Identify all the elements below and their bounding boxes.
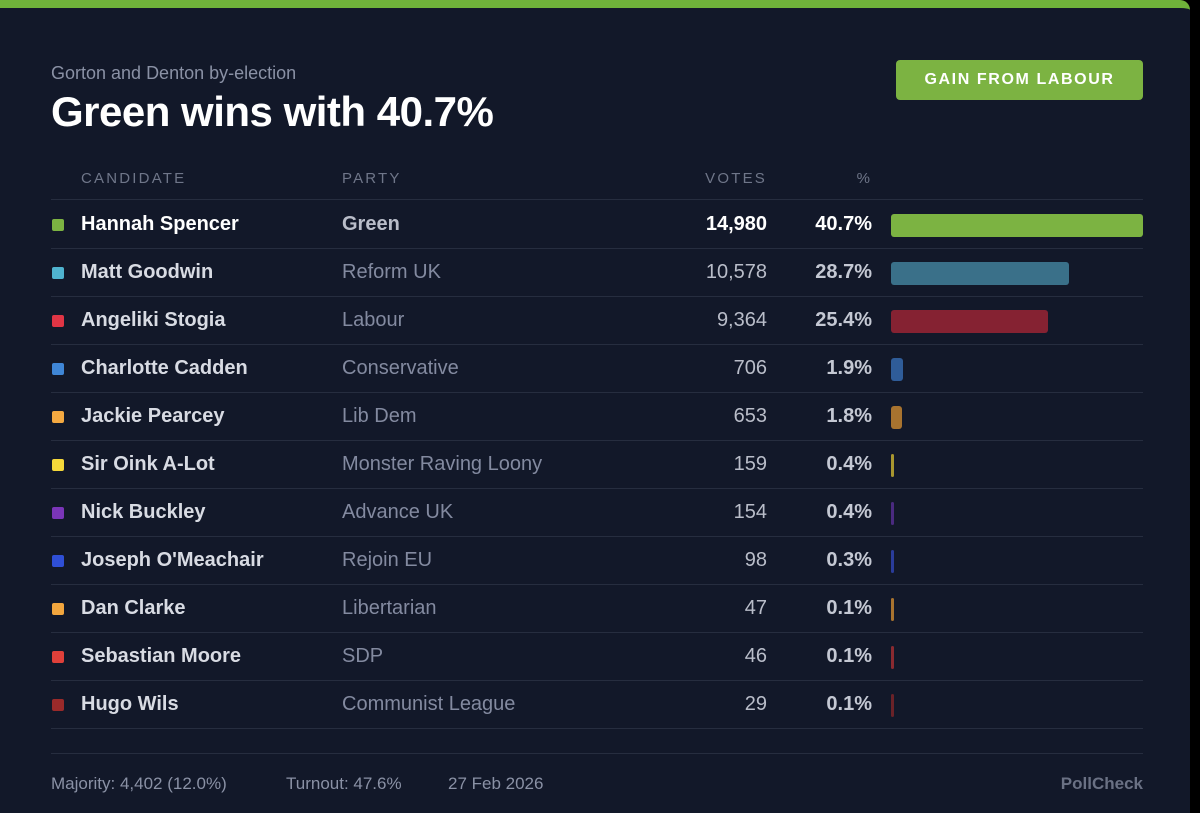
party-name: Libertarian <box>342 597 437 619</box>
vote-count: 29 <box>744 693 767 715</box>
vote-count: 98 <box>744 549 767 571</box>
vote-share-bar <box>891 646 894 669</box>
vote-percent: 1.8% <box>826 405 872 427</box>
vote-count: 159 <box>733 453 767 475</box>
column-header-candidate: CANDIDATE <box>81 170 187 187</box>
results-table: Hannah Spencer Green 14,980 40.7% Matt Goodw… <box>51 201 1143 729</box>
vote-percent: 25.4% <box>815 309 872 331</box>
vote-share-bar <box>891 694 894 717</box>
party-name: Green <box>342 213 400 235</box>
table-row: Charlotte Cadden Conservative 706 1.9% <box>51 345 1143 393</box>
vote-count: 653 <box>733 405 767 427</box>
party-name: SDP <box>342 645 384 667</box>
candidate-name: Jackie Pearcey <box>81 405 225 427</box>
table-row: Nick Buckley Advance UK 154 0.4% <box>51 489 1143 537</box>
candidate-name: Hugo Wils <box>81 693 179 715</box>
election-subtitle: Gorton and Denton by-election <box>51 63 297 83</box>
table-row: Matt Goodwin Reform UK 10,578 28.7% <box>51 249 1143 297</box>
vote-share-bar <box>891 310 1048 333</box>
column-header-votes: VOTES <box>705 170 767 187</box>
candidate-name: Sir Oink A-Lot <box>81 453 215 475</box>
candidate-name: Hannah Spencer <box>81 213 239 235</box>
party-color-swatch <box>52 459 64 471</box>
party-name: Conservative <box>342 357 459 379</box>
candidate-name: Matt Goodwin <box>81 261 214 283</box>
vote-count: 9,364 <box>716 309 767 331</box>
party-name: Rejoin EU <box>342 549 433 571</box>
vote-share-bar <box>891 598 894 621</box>
vote-share-bar <box>891 214 1143 237</box>
candidate-name: Nick Buckley <box>81 501 206 523</box>
vote-count: 47 <box>744 597 767 619</box>
table-row: Jackie Pearcey Lib Dem 653 1.8% <box>51 393 1143 441</box>
candidate-name: Sebastian Moore <box>81 645 242 667</box>
column-header-percent: % <box>856 170 870 187</box>
party-name: Communist League <box>342 693 516 715</box>
vote-count: 10,578 <box>705 261 767 283</box>
party-name: Reform UK <box>342 261 441 283</box>
candidate-name: Charlotte Cadden <box>81 357 248 379</box>
vote-count: 14,980 <box>705 213 767 235</box>
majority-text: Majority: 4,402 (12.0%) <box>51 774 227 793</box>
candidate-name: Angeliki Stogia <box>81 309 226 331</box>
footer: Majority: 4,402 (12.0%) Turnout: 47.6% 2… <box>51 753 1143 813</box>
party-color-swatch <box>52 363 64 375</box>
vote-count: 154 <box>733 501 767 523</box>
table-row: Hannah Spencer Green 14,980 40.7% <box>51 201 1143 249</box>
vote-share-bar <box>891 358 903 381</box>
vote-share-bar <box>891 262 1069 285</box>
table-row: Hugo Wils Communist League 29 0.1% <box>51 681 1143 729</box>
party-color-swatch <box>52 219 64 231</box>
candidate-name: Joseph O'Meachair <box>81 549 264 571</box>
party-color-swatch <box>52 507 64 519</box>
vote-percent: 0.4% <box>826 501 872 523</box>
table-row: Sebastian Moore SDP 46 0.1% <box>51 633 1143 681</box>
table-header: CANDIDATE PARTY VOTES % <box>51 160 1143 200</box>
vote-percent: 0.3% <box>826 549 872 571</box>
vote-share-bar <box>891 454 894 477</box>
party-name: Advance UK <box>342 501 454 523</box>
column-header-party: PARTY <box>342 170 402 187</box>
brand-logo-text: PollCheck <box>1060 774 1143 793</box>
candidate-name: Dan Clarke <box>81 597 186 619</box>
vote-percent: 1.9% <box>826 357 872 379</box>
party-name: Labour <box>342 309 405 331</box>
vote-share-bar <box>891 502 894 525</box>
date-text: 27 Feb 2026 <box>448 774 544 793</box>
vote-count: 46 <box>744 645 767 667</box>
vote-percent: 40.7% <box>815 213 872 235</box>
party-color-swatch <box>52 603 64 615</box>
party-color-swatch <box>52 555 64 567</box>
vote-count: 706 <box>733 357 767 379</box>
turnout-text: Turnout: 47.6% <box>286 774 402 793</box>
party-name: Lib Dem <box>342 405 417 427</box>
party-color-swatch <box>52 699 64 711</box>
vote-percent: 28.7% <box>815 261 872 283</box>
vote-percent: 0.1% <box>826 645 872 667</box>
page-title: Green wins with 40.7% <box>51 88 494 135</box>
party-color-swatch <box>52 315 64 327</box>
vote-percent: 0.1% <box>826 597 872 619</box>
table-row: Joseph O'Meachair Rejoin EU 98 0.3% <box>51 537 1143 585</box>
table-row: Dan Clarke Libertarian 47 0.1% <box>51 585 1143 633</box>
vote-share-bar <box>891 550 894 573</box>
table-row: Sir Oink A-Lot Monster Raving Loony 159 0.4… <box>51 441 1143 489</box>
table-row: Angeliki Stogia Labour 9,364 25.4% <box>51 297 1143 345</box>
vote-percent: 0.4% <box>826 453 872 475</box>
vote-share-bar <box>891 406 902 429</box>
vote-percent: 0.1% <box>826 693 872 715</box>
party-color-swatch <box>52 651 64 663</box>
party-color-swatch <box>52 267 64 279</box>
gain-badge: GAIN FROM LABOUR <box>896 60 1143 100</box>
party-name: Monster Raving Loony <box>342 453 543 475</box>
party-color-swatch <box>52 411 64 423</box>
